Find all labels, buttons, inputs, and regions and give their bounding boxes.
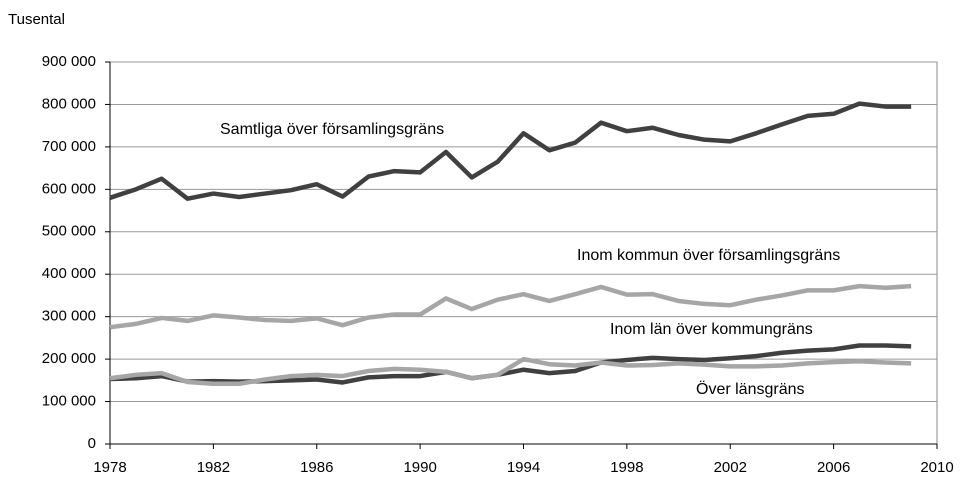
x-tick-label: 1986 — [300, 459, 333, 476]
x-tick-label: 1982 — [197, 459, 230, 476]
y-tick-label: 700 000 — [42, 138, 96, 155]
x-tick-label: 1998 — [610, 459, 643, 476]
y-tick-label: 600 000 — [42, 180, 96, 197]
x-tick-label: 1994 — [507, 459, 540, 476]
series-line — [109, 356, 912, 386]
x-tick-label: 1978 — [93, 459, 126, 476]
series-line — [109, 283, 912, 330]
series-line — [109, 101, 912, 201]
y-tick-label: 500 000 — [42, 223, 96, 240]
series-label: Inom län över kommungräns — [610, 321, 813, 338]
series-label: Inom kommun över församlingsgräns — [577, 247, 840, 264]
y-axis-label: Tusental — [8, 11, 65, 28]
y-tick-label: 400 000 — [42, 265, 96, 282]
y-tick-label: 800 000 — [42, 95, 96, 112]
y-tick-label: 900 000 — [42, 53, 96, 70]
y-tick-label: 100 000 — [42, 393, 96, 410]
y-tick-label: 0 — [88, 435, 96, 452]
x-tick-label: 2010 — [920, 459, 953, 476]
x-tick-label: 2002 — [714, 459, 747, 476]
x-tick-label: 1990 — [403, 459, 436, 476]
y-tick-label: 300 000 — [42, 308, 96, 325]
x-tick-label: 2006 — [817, 459, 850, 476]
y-tick-label: 200 000 — [42, 350, 96, 367]
series-label: Över länsgräns — [696, 380, 805, 398]
series-label: Samtliga över församlingsgräns — [220, 121, 444, 138]
